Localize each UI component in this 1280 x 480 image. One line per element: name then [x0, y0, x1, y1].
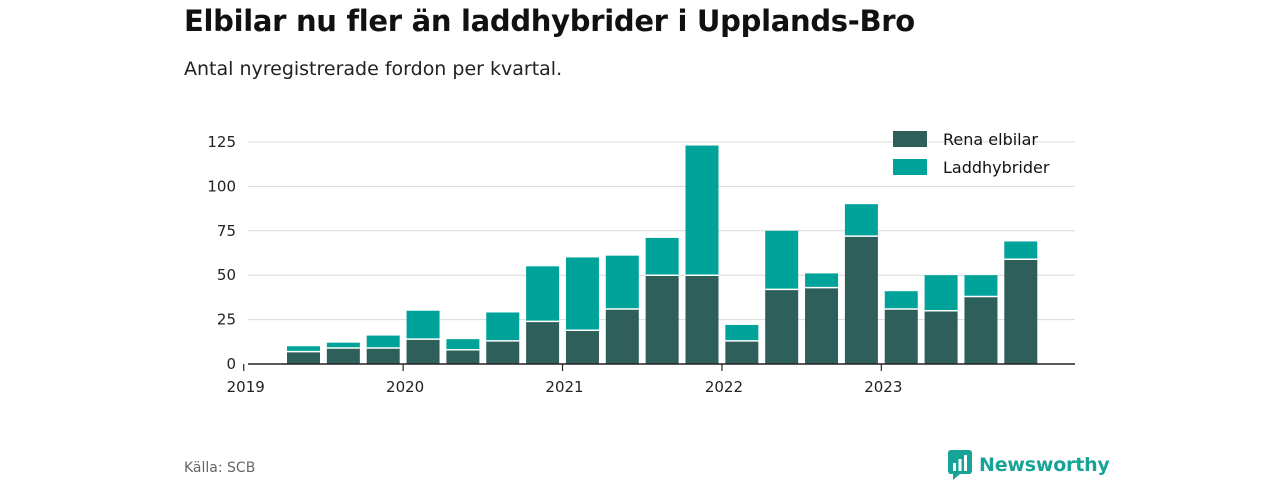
bar-rena-elbilar	[486, 340, 520, 364]
x-tick-label: 2023	[864, 378, 902, 396]
bar-rena-elbilar	[805, 287, 839, 364]
bar-laddhybrider	[964, 275, 998, 297]
x-tick-label: 2020	[386, 378, 424, 396]
bar-laddhybrider	[924, 275, 958, 311]
bar-laddhybrider	[884, 291, 918, 309]
bar-rena-elbilar	[964, 296, 998, 364]
bar-laddhybrider	[645, 237, 679, 276]
y-tick-label: 125	[207, 133, 236, 151]
legend-swatch	[893, 131, 927, 147]
legend-label: Rena elbilar	[943, 130, 1038, 149]
x-tick-label: 2022	[705, 378, 743, 396]
newsworthy-chart-icon	[948, 450, 972, 480]
bar-laddhybrider	[685, 145, 719, 276]
x-tick-label: 2019	[227, 378, 265, 396]
bar-rena-elbilar	[725, 340, 759, 364]
bar-rena-elbilar	[685, 275, 719, 364]
legend-swatch	[893, 159, 927, 175]
bar-laddhybrider	[486, 312, 520, 341]
bar-laddhybrider	[605, 255, 639, 309]
bar-rena-elbilar	[924, 310, 958, 364]
bar-laddhybrider	[406, 310, 440, 340]
y-tick-label: 0	[226, 355, 236, 373]
bar-laddhybrider	[326, 342, 360, 349]
bar-laddhybrider	[287, 346, 320, 352]
bar-rena-elbilar	[1004, 259, 1038, 364]
bar-laddhybrider	[765, 230, 799, 290]
bar-laddhybrider	[366, 335, 400, 349]
bar-rena-elbilar	[326, 348, 360, 364]
bar-rena-elbilar	[446, 349, 480, 364]
legend-label: Laddhybrider	[943, 158, 1050, 177]
y-tick-label: 25	[217, 311, 236, 329]
bar-rena-elbilar	[406, 339, 440, 364]
source-label: Källa: SCB	[184, 460, 256, 476]
y-tick-label: 75	[217, 222, 236, 240]
y-tick-label: 100	[207, 177, 236, 195]
bar-laddhybrider	[844, 204, 878, 237]
bar-rena-elbilar	[844, 236, 878, 364]
bar-laddhybrider	[446, 339, 480, 350]
newsworthy-logo: Newsworthy	[948, 450, 1110, 480]
bar-laddhybrider	[805, 273, 839, 288]
bar-rena-elbilar	[287, 351, 320, 364]
bar-laddhybrider	[725, 324, 759, 341]
x-tick-label: 2021	[545, 378, 583, 396]
bar-rena-elbilar	[605, 308, 639, 364]
bar-rena-elbilar	[565, 330, 599, 364]
y-tick-label: 50	[217, 266, 236, 284]
bar-rena-elbilar	[765, 289, 799, 364]
chart-subtitle: Antal nyregistrerade fordon per kvartal.	[184, 58, 563, 80]
bar-rena-elbilar	[884, 308, 918, 364]
bar-rena-elbilar	[526, 321, 560, 364]
bar-laddhybrider	[565, 257, 599, 331]
bar-rena-elbilar	[366, 348, 400, 364]
bar-laddhybrider	[1004, 241, 1038, 260]
brand-name: Newsworthy	[979, 454, 1110, 476]
bar-rena-elbilar	[645, 275, 679, 364]
chart-title: Elbilar nu fler än laddhybrider i Upplan…	[184, 4, 915, 38]
bar-laddhybrider	[526, 266, 560, 322]
